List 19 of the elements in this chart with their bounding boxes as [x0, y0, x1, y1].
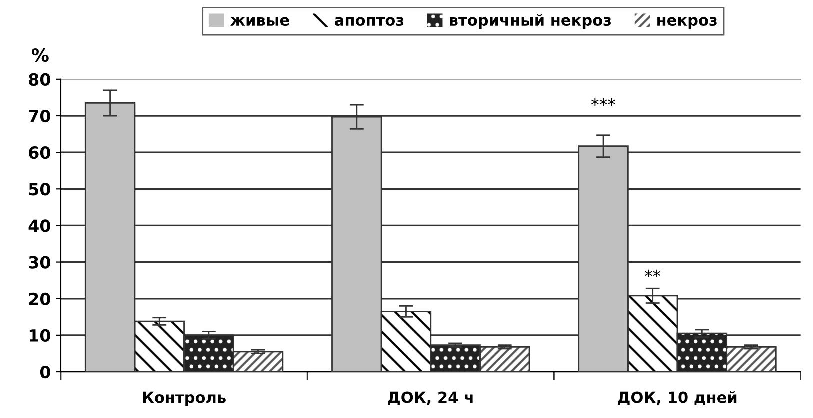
- y-tick-label: 40: [28, 220, 50, 232]
- y-tick-label: 60: [29, 146, 50, 160]
- y-tick-label: 10: [30, 329, 50, 342]
- x-tick-label: ДОК, 24 ч: [388, 392, 473, 406]
- y-tick-label: 50: [29, 183, 50, 196]
- y-tick-label: 0: [40, 366, 50, 379]
- y-tick-label: 30: [29, 256, 50, 269]
- legend-label: некроз: [658, 17, 717, 29]
- annotation: **: [645, 270, 661, 278]
- y-axis-title: %: [32, 48, 49, 62]
- legend-label: апоптоз: [335, 17, 404, 26]
- x-tick-label: ДОК, 10 дней: [618, 391, 737, 406]
- x-tick-label: Контроль: [143, 392, 226, 406]
- y-tick-label: 20: [29, 292, 50, 306]
- legend-label: живые: [230, 17, 290, 26]
- y-tick-label: 80: [29, 73, 50, 86]
- annotation: ***: [592, 98, 616, 106]
- legend-label: вторичный некроз: [450, 14, 612, 29]
- y-tick-label: 70: [29, 110, 50, 123]
